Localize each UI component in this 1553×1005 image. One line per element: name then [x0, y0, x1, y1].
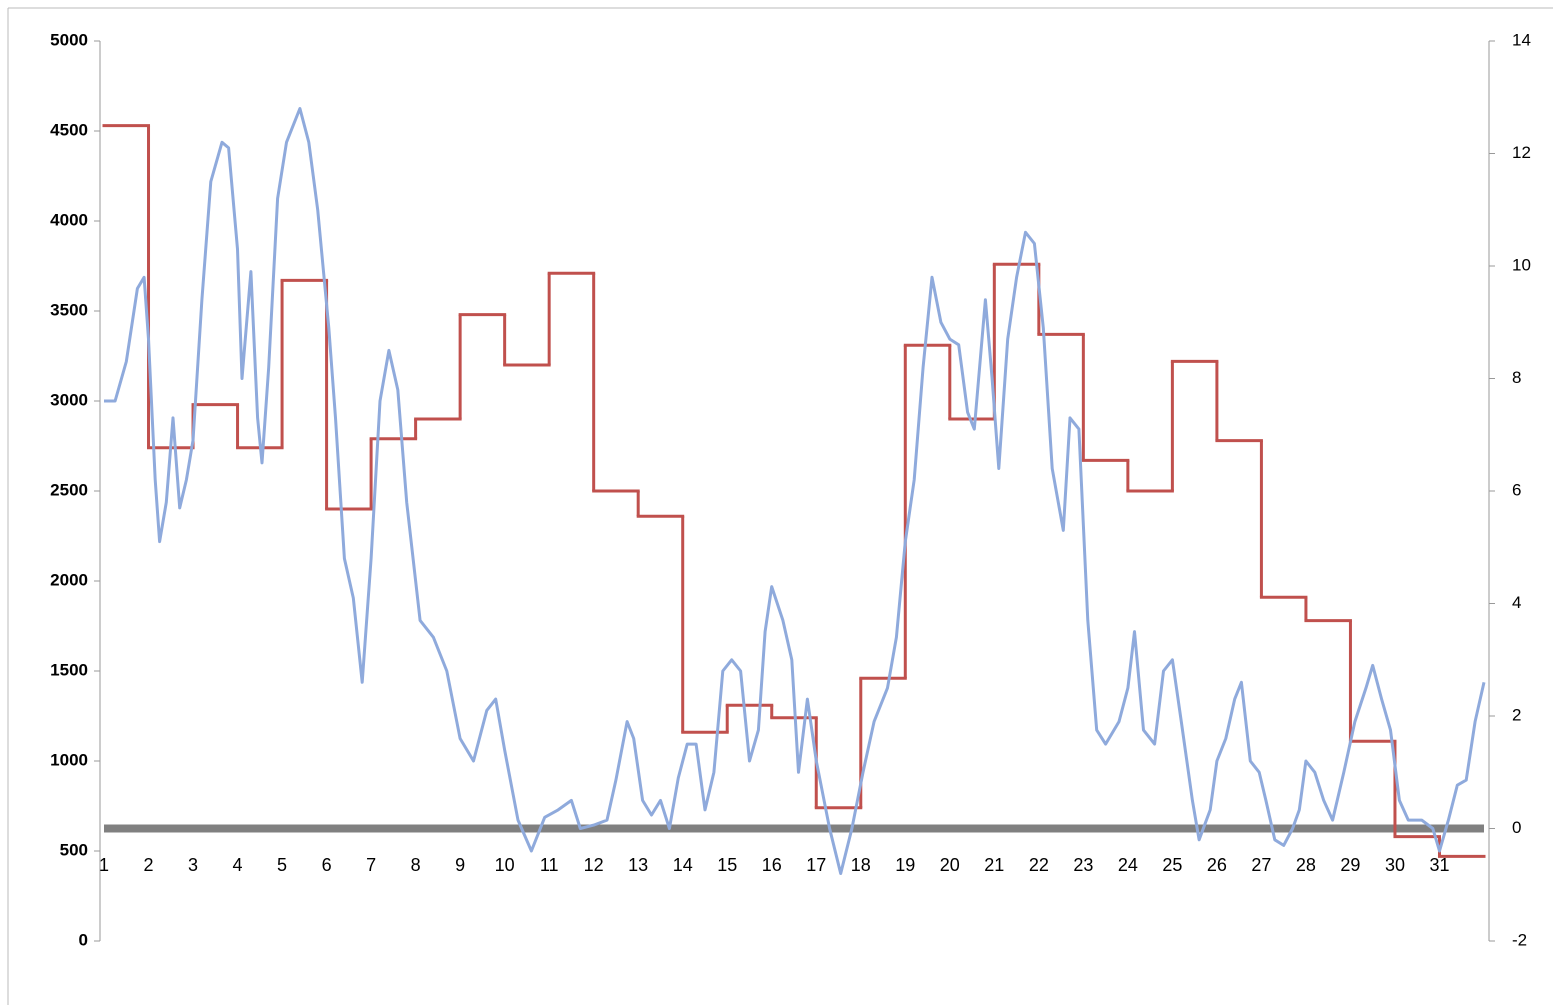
x-tick-label: 2	[144, 855, 154, 875]
y2-tick-label: 8	[1512, 368, 1521, 387]
x-tick-label: 6	[322, 855, 332, 875]
x-tick-label: 13	[628, 855, 648, 875]
x-tick-label: 28	[1296, 855, 1316, 875]
x-tick-label: 7	[366, 855, 376, 875]
y2-tick-label: 10	[1512, 255, 1531, 274]
y-tick-label: 1000	[50, 750, 88, 769]
x-tick-label: 29	[1340, 855, 1360, 875]
x-tick-label: 9	[455, 855, 465, 875]
x-tick-label: 23	[1073, 855, 1093, 875]
x-tick-label: 27	[1251, 855, 1271, 875]
x-tick-label: 3	[188, 855, 198, 875]
x-tick-label: 19	[895, 855, 915, 875]
y2-tick-label: 4	[1512, 593, 1521, 612]
x-tick-label: 14	[673, 855, 693, 875]
x-tick-label: 11	[540, 855, 559, 875]
y2-tick-label: 14	[1512, 30, 1531, 49]
x-tick-label: 15	[717, 855, 737, 875]
x-tick-label: 10	[495, 855, 515, 875]
x-tick-label: 16	[762, 855, 782, 875]
series-line	[104, 107, 1486, 875]
y-tick-label: 500	[60, 840, 88, 859]
x-tick-label: 20	[940, 855, 960, 875]
x-tick-label: 4	[233, 855, 243, 875]
x-tick-label: 24	[1118, 855, 1138, 875]
y-tick-label: 3500	[50, 300, 88, 319]
x-tick-label: 12	[584, 855, 604, 875]
y-tick-label: 4000	[50, 210, 88, 229]
y-tick-label: 3000	[50, 390, 88, 409]
x-tick-label: 30	[1385, 855, 1405, 875]
y-tick-label: 1500	[50, 660, 88, 679]
y-tick-label: 4500	[50, 120, 88, 139]
y-tick-label: 2000	[50, 570, 88, 589]
x-tick-label: 26	[1207, 855, 1227, 875]
x-tick-label: 17	[806, 855, 826, 875]
y-tick-label: 5000	[50, 30, 88, 49]
y-tick-label: 0	[79, 930, 88, 949]
x-tick-label: 1	[99, 855, 109, 875]
x-tick-label: 31	[1429, 855, 1449, 875]
y2-tick-label: 12	[1512, 143, 1531, 162]
x-tick-label: 18	[851, 855, 871, 875]
x-tick-label: 5	[277, 855, 287, 875]
y2-tick-label: 2	[1512, 705, 1521, 724]
y2-tick-label: 6	[1512, 480, 1521, 499]
x-tick-label: 21	[984, 855, 1004, 875]
x-tick-label: 22	[1029, 855, 1049, 875]
y-tick-label: 2500	[50, 480, 88, 499]
x-tick-label: 8	[411, 855, 421, 875]
y2-tick-label: -2	[1512, 930, 1527, 949]
x-tick-label: 25	[1162, 855, 1182, 875]
y2-tick-label: 0	[1512, 818, 1521, 837]
